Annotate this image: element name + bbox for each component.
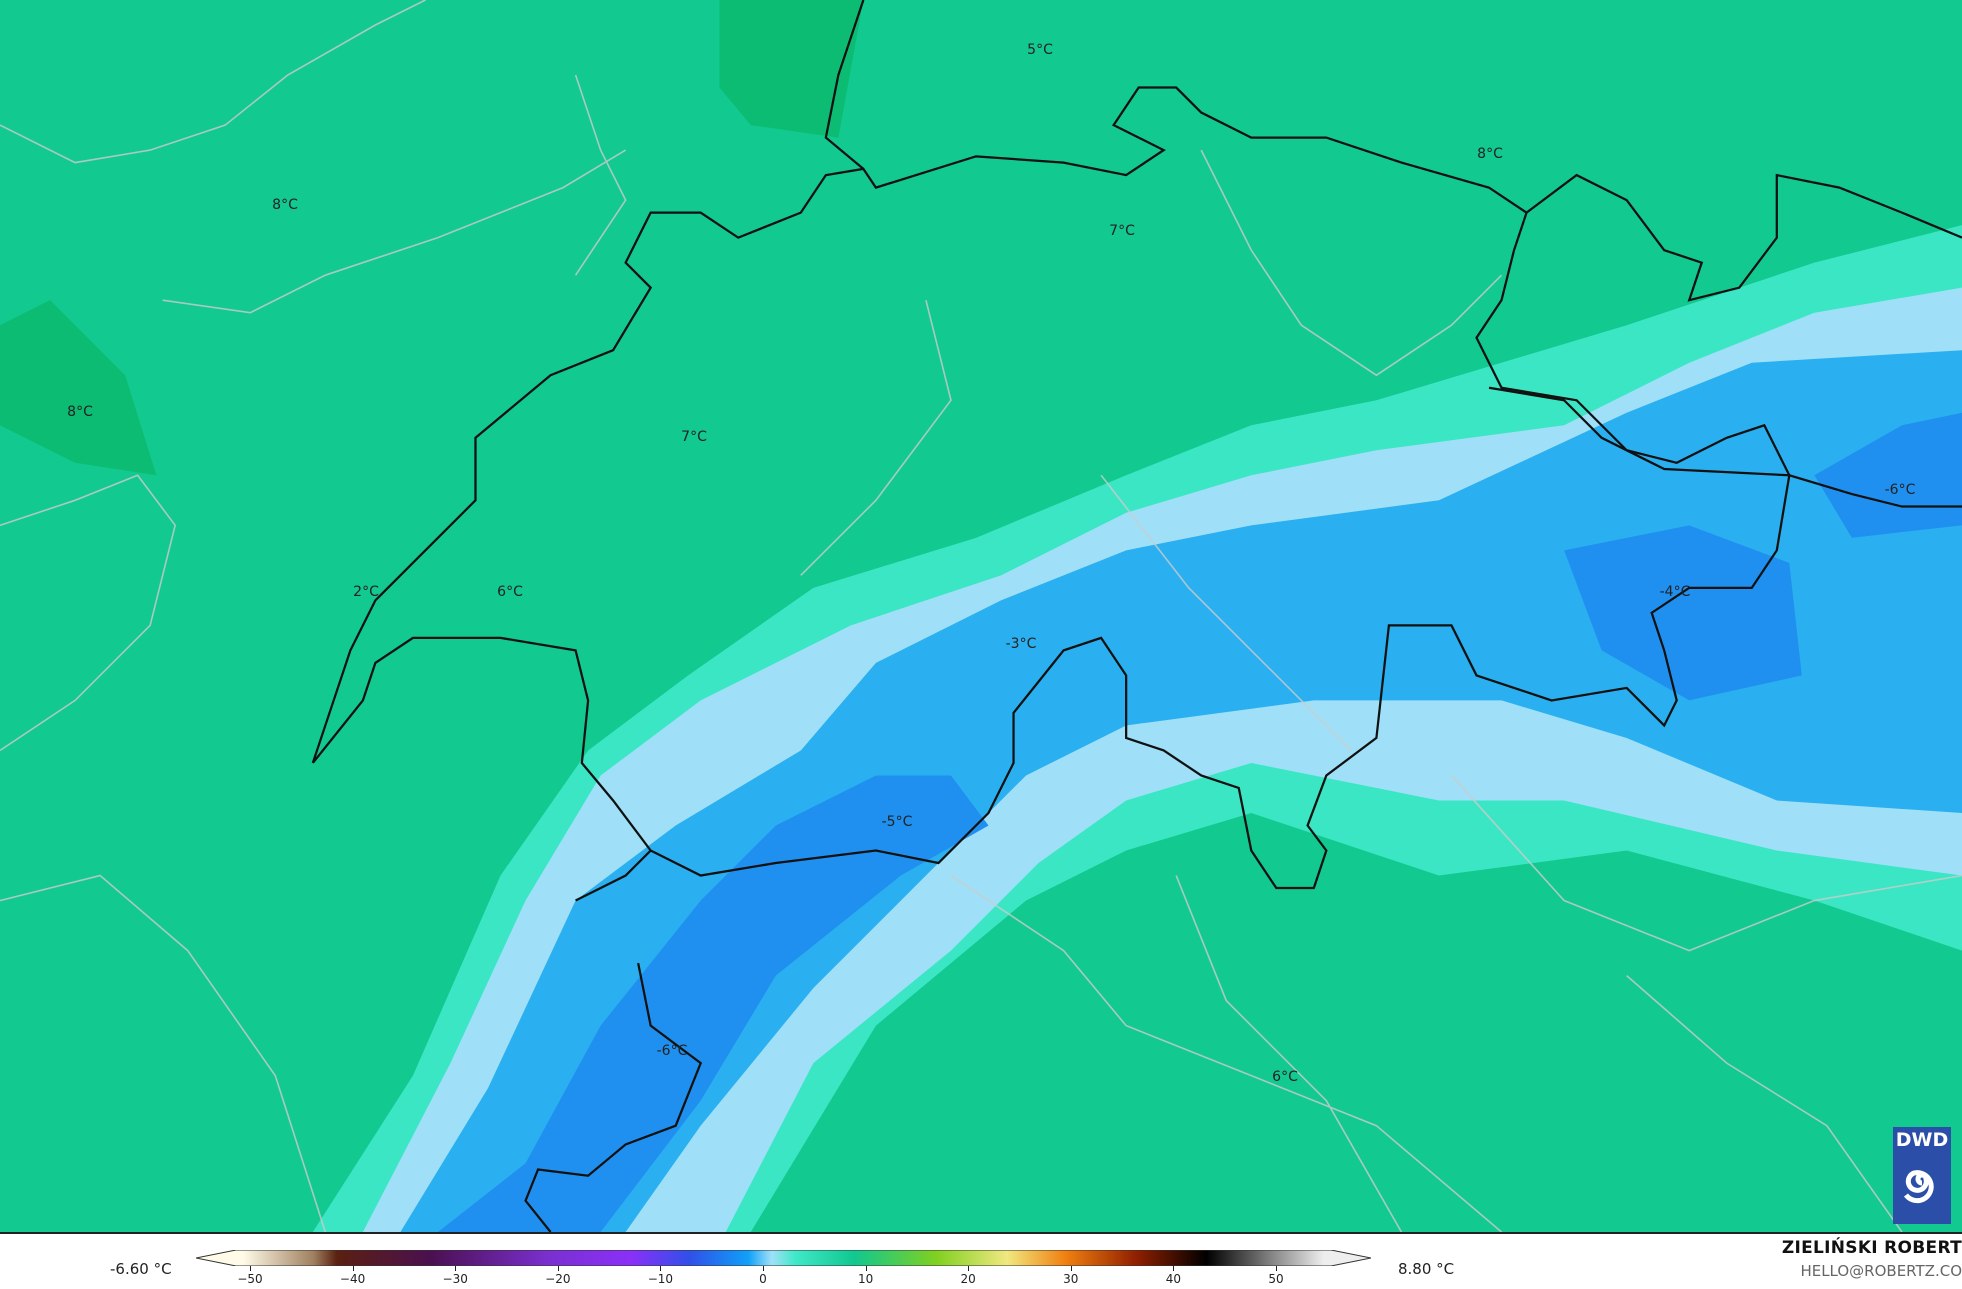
tick-mark xyxy=(1276,1266,1277,1271)
country-border xyxy=(1488,386,1962,508)
spiral-icon xyxy=(1903,1170,1934,1204)
temp-label: 8°C xyxy=(1477,146,1503,162)
tick-label: 0 xyxy=(759,1272,767,1286)
temp-label: 8°C xyxy=(67,404,93,420)
tick-mark xyxy=(968,1266,970,1271)
temp-label: 7°C xyxy=(1109,223,1135,239)
tick-mark xyxy=(352,1266,354,1271)
tick-mark xyxy=(557,1266,559,1271)
temp-label: -4°C xyxy=(1659,584,1691,600)
tick-label: 20 xyxy=(960,1272,976,1286)
temp-label: -3°C xyxy=(1005,636,1037,652)
tick-label: 30 xyxy=(1063,1272,1079,1286)
temperature-map xyxy=(0,0,1962,1232)
tick-mark xyxy=(763,1266,764,1271)
tick-label: 50 xyxy=(1268,1272,1284,1286)
country-border xyxy=(311,86,1791,890)
temp-label: -6°C xyxy=(656,1043,688,1059)
tick-mark xyxy=(455,1266,457,1271)
tick-mark xyxy=(660,1266,662,1271)
temp-label: 7°C xyxy=(681,429,707,445)
temp-label: -6°C xyxy=(1884,482,1916,498)
tick-label: −20 xyxy=(545,1272,571,1286)
country-border xyxy=(824,0,865,170)
min-value: -6.60 °C xyxy=(110,1260,172,1278)
temp-label: 5°C xyxy=(1027,42,1053,58)
author-email: HELLO@ROBERTZ.CO xyxy=(1800,1262,1962,1280)
tick-mark xyxy=(250,1266,251,1271)
temp-label: 6°C xyxy=(1272,1069,1298,1085)
tick-mark xyxy=(865,1266,867,1271)
tick-label: −50 xyxy=(237,1272,263,1286)
dwd-logo: DWD xyxy=(1893,1127,1951,1224)
tick-label: −40 xyxy=(339,1272,366,1286)
tick-mark xyxy=(1070,1266,1072,1271)
color-scale xyxy=(196,1250,1371,1266)
tick-label: −30 xyxy=(442,1272,468,1286)
author-credit: ZIELIŃSKI ROBERT xyxy=(1781,1238,1962,1258)
cold-zone-deep xyxy=(437,775,989,1232)
temp-label: -5°C xyxy=(881,814,913,830)
temp-label: 6°C xyxy=(497,584,523,600)
tick-label: −10 xyxy=(647,1272,674,1286)
admin-boundaries xyxy=(0,0,1962,1232)
tick-label: 10 xyxy=(857,1272,874,1286)
warm-area xyxy=(719,0,864,138)
country-border xyxy=(524,849,703,1232)
temp-label: 2°C xyxy=(353,584,379,600)
cold-zone-blue xyxy=(400,350,1962,1232)
tick-label: 40 xyxy=(1165,1272,1182,1286)
country-border xyxy=(1525,173,1962,302)
tick-mark xyxy=(1173,1266,1175,1271)
cold-zone-deep xyxy=(1564,525,1802,701)
max-value: 8.80 °C xyxy=(1398,1260,1455,1278)
temp-label: 8°C xyxy=(272,197,298,213)
warm-area xyxy=(0,300,157,476)
